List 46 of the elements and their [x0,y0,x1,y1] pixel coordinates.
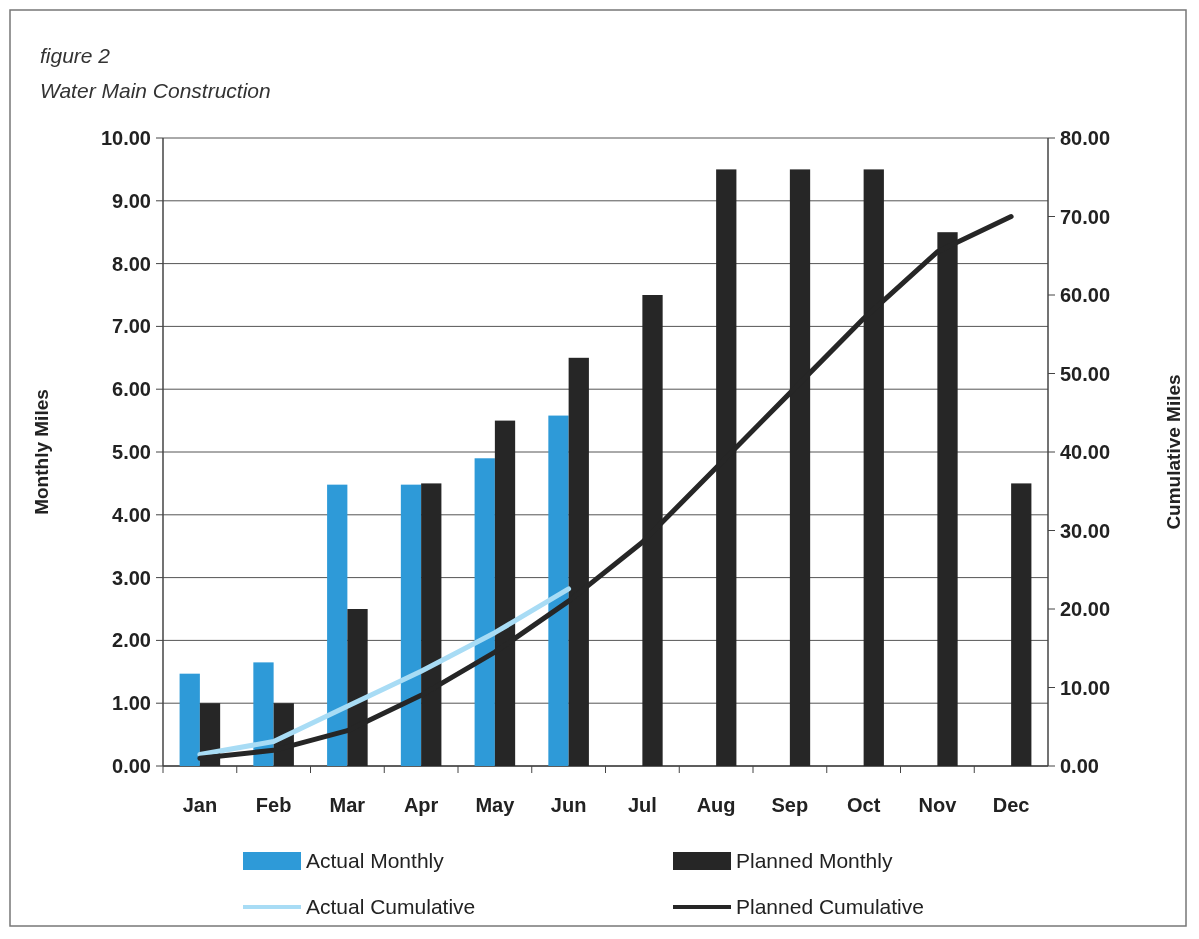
chart-subtitle: Water Main Construction [40,79,271,102]
y2-tick-label: 80.00 [1060,127,1111,149]
legend-label: Planned Monthly [736,849,893,873]
y2-tick-label: 50.00 [1060,362,1111,385]
legend-label: Actual Monthly [306,849,445,873]
x-tick-label: Feb [255,794,292,816]
chart-title: figure 2 [40,44,111,67]
x-tick-label: Oct [846,794,881,816]
bar [548,415,569,766]
x-tick-label: May [475,794,516,816]
y-tick-label: 5.00 [112,441,151,463]
x-tick-label: Aug [696,794,736,816]
y-tick-label: 4.00 [112,503,151,526]
y-tick-label: 3.00 [112,566,151,589]
y-tick-label: 10.00 [100,127,151,149]
y2-tick-label: 0.00 [1060,755,1099,777]
x-tick-label: Jan [182,794,218,816]
legend-label: Planned Cumulative [736,895,924,919]
x-tick-label: Sep [771,794,809,816]
bar [474,458,495,766]
y-tick-label: 2.00 [112,629,151,652]
y2-tick-label: 20.00 [1060,598,1111,620]
bar [1011,483,1032,766]
x-tick-label: Dec [992,794,1030,816]
x-tick-label: Jul [627,794,657,816]
y-tick-label: 8.00 [112,252,151,275]
y-axis-title: Monthly Miles [31,389,52,515]
y2-tick-label: 10.00 [1060,676,1111,699]
x-tick-label: Nov [918,794,958,816]
y2-tick-label: 70.00 [1060,205,1111,228]
y-tick-label: 9.00 [112,189,151,212]
x-tick-label: Jun [550,794,587,816]
x-tick-label: Mar [329,794,366,816]
y2-tick-label: 40.00 [1060,441,1111,463]
y-tick-label: 7.00 [112,315,151,338]
bar [400,484,422,766]
y2-tick-label: 30.00 [1060,519,1111,542]
legend-label: Actual Cumulative [306,895,476,919]
y-tick-label: 0.00 [112,755,151,777]
y-tick-label: 6.00 [112,378,151,401]
y-tick-label: 1.00 [112,692,151,715]
y2-axis-title: Cumulative Miles [1163,374,1184,530]
bar [327,484,348,766]
y2-tick-label: 60.00 [1060,284,1111,306]
x-tick-label: Apr [403,794,439,816]
bar [179,673,200,766]
